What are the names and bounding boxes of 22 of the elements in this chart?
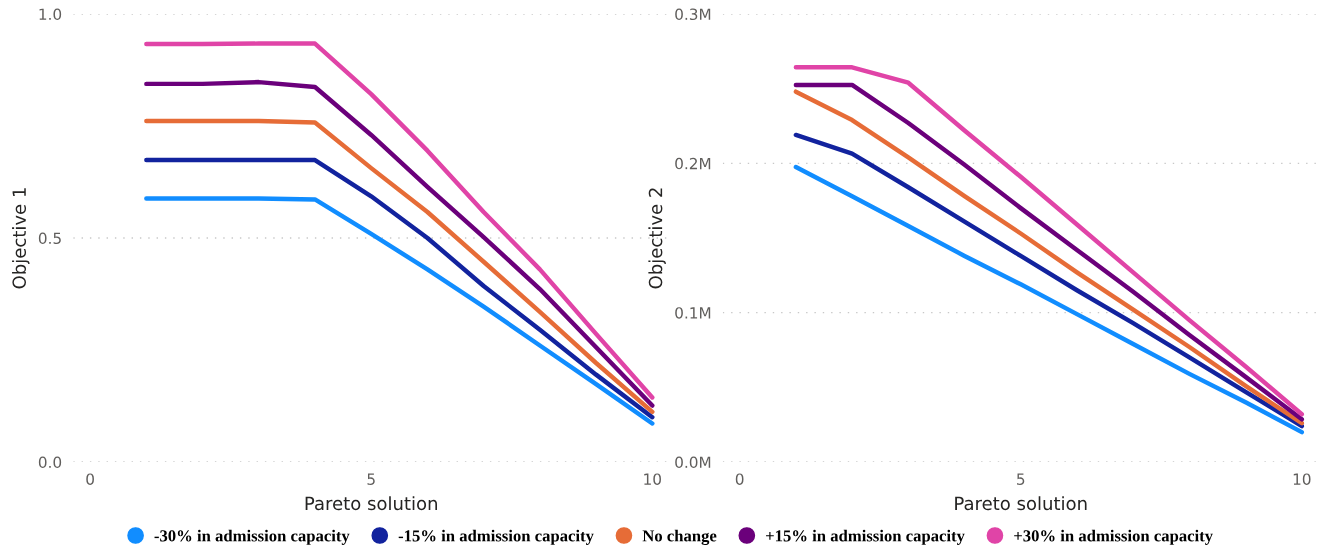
legend-label: No change	[642, 529, 717, 545]
y-axis-title: Objective 2	[648, 188, 666, 289]
x-tick-label: 0	[86, 473, 94, 485]
y-axis-title: Objective 1	[12, 188, 30, 289]
y-tick-label: 0.2M	[675, 157, 711, 170]
legend-label: +30% in admission capacity	[1014, 529, 1213, 545]
x-tick-label: 10	[644, 473, 661, 485]
y-tick-label: 0.5	[38, 232, 61, 245]
legend-label: -15% in admission capacity	[398, 529, 594, 545]
y-tick-label: 1.0	[39, 8, 62, 21]
legend-label: +15% in admission capacity	[766, 529, 965, 545]
x-tick-label: 5	[367, 473, 375, 485]
legend-label: -30% in admission capacity	[154, 529, 350, 545]
x-tick-label: 0	[735, 473, 744, 485]
y-tick-label: 0.0	[38, 456, 62, 469]
y-tick-label: 0.1M	[675, 307, 711, 319]
x-tick-label: 10	[1293, 473, 1311, 485]
x-axis-title: Pareto solution	[305, 496, 437, 511]
y-tick-label: 0.0M	[675, 456, 711, 469]
x-tick-label: 5	[1017, 473, 1025, 485]
x-axis-title: Pareto solution	[955, 496, 1087, 511]
y-tick-label: 0.3M	[675, 8, 711, 21]
